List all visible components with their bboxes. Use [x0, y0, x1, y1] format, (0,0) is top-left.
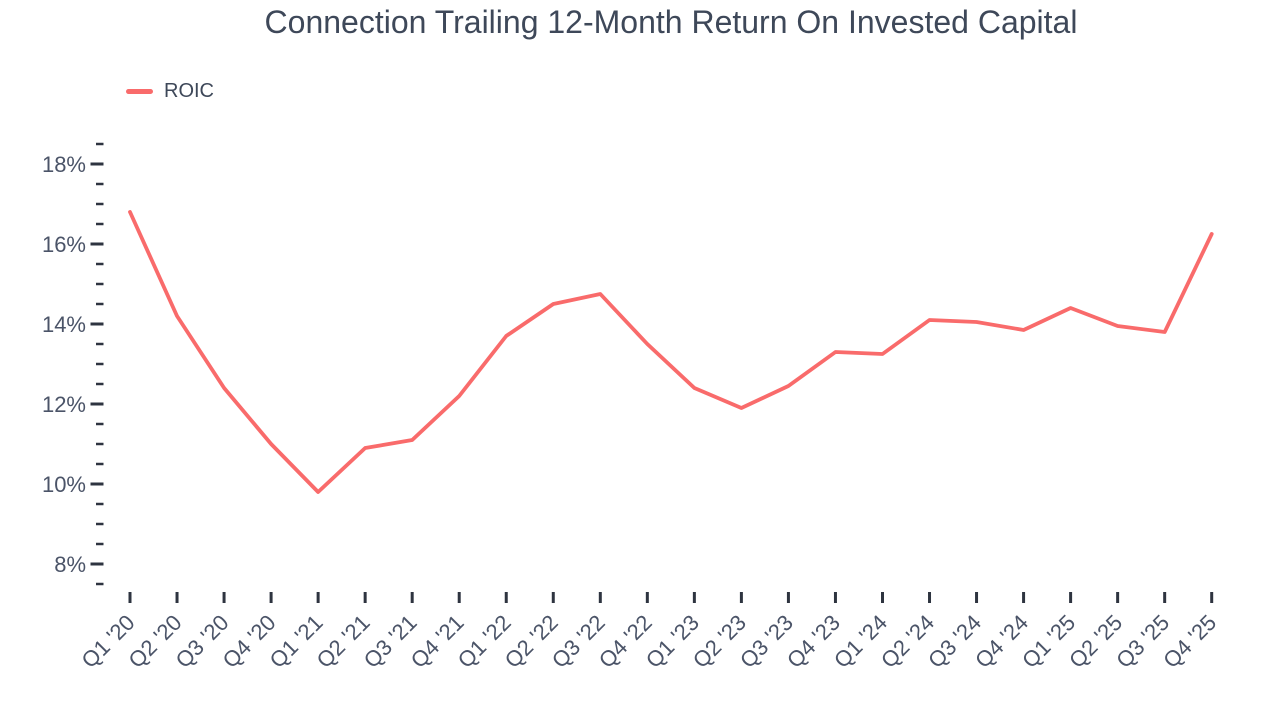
- roic-line: [128, 210, 1214, 494]
- x-tick-label: Q2 '23: [688, 610, 751, 673]
- x-tick-label: Q1 '24: [829, 610, 892, 673]
- x-tick-label: Q4 '25: [1158, 610, 1221, 673]
- x-tick-label: Q3 '21: [359, 610, 422, 673]
- legend-line-swatch: [126, 88, 153, 94]
- x-tick-label: Q1 '23: [641, 610, 704, 673]
- x-tick-label: Q1 '21: [265, 610, 328, 673]
- x-tick-label: Q1 '20: [77, 610, 140, 673]
- x-tick-label: Q3 '23: [735, 610, 798, 673]
- x-tick-label: Q2 '24: [876, 610, 939, 673]
- y-tick-label: 10%: [42, 472, 86, 497]
- x-tick-label: Q4 '23: [782, 610, 845, 673]
- x-tick-label: Q3 '22: [547, 610, 610, 673]
- x-tick-label: Q3 '20: [171, 610, 234, 673]
- x-tick-label: Q4 '22: [594, 610, 657, 673]
- legend-label: ROIC: [164, 79, 214, 102]
- x-tick-label: Q1 '25: [1017, 610, 1080, 673]
- x-tick-label: Q2 '21: [312, 610, 375, 673]
- x-tick-label: Q2 '20: [124, 610, 187, 673]
- x-tick-label: Q2 '25: [1064, 610, 1127, 673]
- x-tick-label: Q4 '21: [406, 610, 469, 673]
- y-tick-label: 14%: [42, 312, 86, 337]
- x-tick-label: Q2 '22: [500, 610, 563, 673]
- y-tick-label: 16%: [42, 232, 86, 257]
- x-tick-label: Q3 '24: [923, 610, 986, 673]
- y-tick-label: 12%: [42, 392, 86, 417]
- x-tick-label: Q3 '25: [1111, 610, 1174, 673]
- legend-item-roic[interactable]: ROIC: [126, 78, 214, 104]
- x-tick-label: Q4 '20: [218, 610, 281, 673]
- x-tick-label: Q1 '22: [453, 610, 516, 673]
- x-tick-label: Q4 '24: [970, 610, 1033, 673]
- y-tick-label: 8%: [54, 552, 86, 577]
- chart-title: Connection Trailing 12-Month Return On I…: [264, 4, 1078, 40]
- y-tick-label: 18%: [42, 152, 86, 177]
